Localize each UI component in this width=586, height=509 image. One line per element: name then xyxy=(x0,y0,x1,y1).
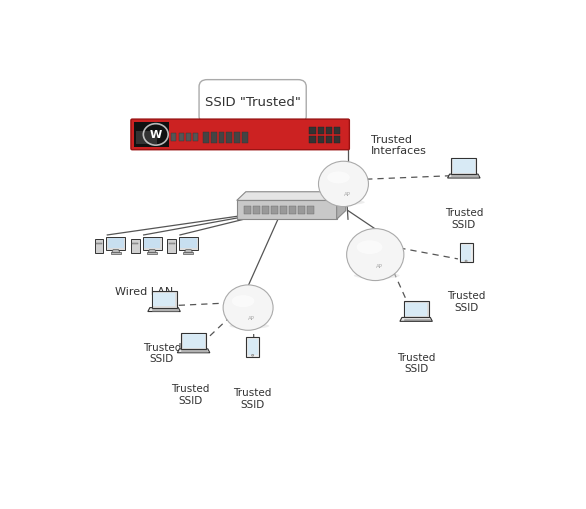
FancyBboxPatch shape xyxy=(307,207,315,215)
FancyBboxPatch shape xyxy=(183,253,193,254)
FancyBboxPatch shape xyxy=(226,133,232,144)
FancyBboxPatch shape xyxy=(95,239,104,253)
FancyBboxPatch shape xyxy=(271,207,278,215)
FancyBboxPatch shape xyxy=(106,237,125,250)
FancyBboxPatch shape xyxy=(253,207,260,215)
FancyBboxPatch shape xyxy=(280,207,287,215)
FancyBboxPatch shape xyxy=(298,207,305,215)
Text: AP: AP xyxy=(248,315,255,320)
Polygon shape xyxy=(112,250,120,253)
Text: Wired LAN: Wired LAN xyxy=(114,287,173,296)
Text: AP: AP xyxy=(376,264,383,269)
Text: Trusted
SSID: Trusted SSID xyxy=(397,352,435,374)
FancyBboxPatch shape xyxy=(242,133,248,144)
Ellipse shape xyxy=(347,229,404,281)
Ellipse shape xyxy=(229,324,270,329)
Ellipse shape xyxy=(357,241,383,254)
FancyBboxPatch shape xyxy=(326,137,332,144)
FancyBboxPatch shape xyxy=(234,133,240,144)
Text: W: W xyxy=(149,130,162,140)
FancyBboxPatch shape xyxy=(199,80,306,124)
FancyBboxPatch shape xyxy=(186,133,191,142)
FancyBboxPatch shape xyxy=(193,133,198,142)
FancyBboxPatch shape xyxy=(237,201,336,220)
Polygon shape xyxy=(451,159,476,175)
Polygon shape xyxy=(246,337,259,357)
FancyBboxPatch shape xyxy=(334,137,340,144)
Ellipse shape xyxy=(354,273,400,279)
Polygon shape xyxy=(404,302,428,318)
FancyBboxPatch shape xyxy=(219,133,224,144)
Polygon shape xyxy=(153,293,175,307)
Polygon shape xyxy=(148,308,180,312)
FancyBboxPatch shape xyxy=(144,239,161,249)
FancyBboxPatch shape xyxy=(211,133,217,144)
Text: Trusted
SSID: Trusted SSID xyxy=(447,290,485,312)
FancyBboxPatch shape xyxy=(169,243,175,244)
FancyBboxPatch shape xyxy=(171,133,176,142)
FancyBboxPatch shape xyxy=(179,133,183,142)
Text: Trusted
Interfaces: Trusted Interfaces xyxy=(371,134,427,156)
FancyBboxPatch shape xyxy=(147,253,157,254)
Text: Trusted
SSID: Trusted SSID xyxy=(171,383,210,405)
Ellipse shape xyxy=(327,172,350,184)
FancyBboxPatch shape xyxy=(134,123,169,148)
Ellipse shape xyxy=(325,200,364,206)
FancyBboxPatch shape xyxy=(334,128,340,135)
FancyBboxPatch shape xyxy=(142,237,162,250)
Polygon shape xyxy=(405,303,427,317)
FancyBboxPatch shape xyxy=(180,239,197,249)
Polygon shape xyxy=(237,192,346,201)
FancyBboxPatch shape xyxy=(326,128,332,135)
Circle shape xyxy=(251,355,254,356)
FancyBboxPatch shape xyxy=(179,237,198,250)
Text: Trusted
SSID: Trusted SSID xyxy=(142,342,181,363)
Text: Trusted
SSID: Trusted SSID xyxy=(233,387,272,409)
Text: AP: AP xyxy=(344,192,350,197)
Circle shape xyxy=(465,261,467,263)
FancyBboxPatch shape xyxy=(309,137,316,144)
Text: SSID "Trusted": SSID "Trusted" xyxy=(205,96,301,109)
FancyBboxPatch shape xyxy=(262,207,269,215)
FancyBboxPatch shape xyxy=(111,253,121,254)
FancyBboxPatch shape xyxy=(96,243,102,244)
Polygon shape xyxy=(181,333,206,349)
FancyBboxPatch shape xyxy=(168,239,176,253)
Ellipse shape xyxy=(319,162,369,207)
Polygon shape xyxy=(400,318,432,322)
FancyBboxPatch shape xyxy=(136,132,156,145)
FancyBboxPatch shape xyxy=(108,239,124,249)
Ellipse shape xyxy=(223,286,273,331)
Polygon shape xyxy=(183,334,205,348)
FancyBboxPatch shape xyxy=(318,128,324,135)
Text: Trusted
SSID: Trusted SSID xyxy=(445,208,483,230)
Polygon shape xyxy=(461,245,471,261)
FancyBboxPatch shape xyxy=(244,207,251,215)
Polygon shape xyxy=(453,160,475,174)
FancyBboxPatch shape xyxy=(309,128,316,135)
Polygon shape xyxy=(336,192,346,220)
FancyBboxPatch shape xyxy=(289,207,297,215)
Polygon shape xyxy=(148,250,156,253)
Polygon shape xyxy=(247,340,258,355)
Polygon shape xyxy=(459,244,472,263)
FancyBboxPatch shape xyxy=(131,120,349,151)
FancyBboxPatch shape xyxy=(318,137,324,144)
Polygon shape xyxy=(185,250,193,253)
FancyBboxPatch shape xyxy=(131,239,140,253)
Polygon shape xyxy=(178,349,210,353)
FancyBboxPatch shape xyxy=(203,133,209,144)
FancyBboxPatch shape xyxy=(132,243,138,244)
Polygon shape xyxy=(152,292,176,308)
Ellipse shape xyxy=(232,296,254,307)
Polygon shape xyxy=(448,175,480,179)
